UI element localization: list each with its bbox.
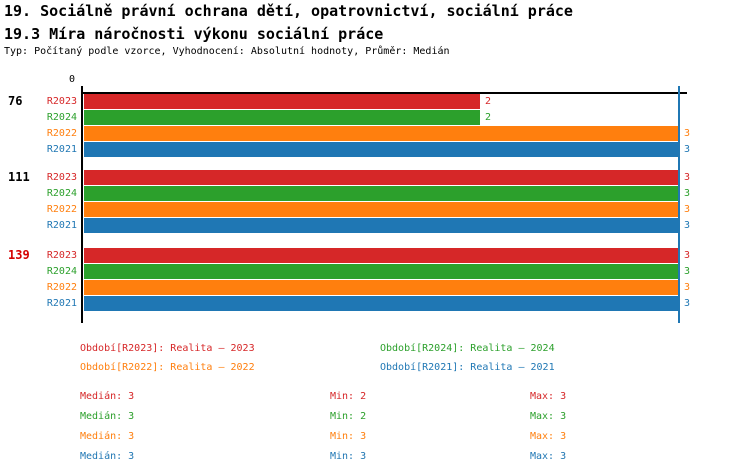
stat-median-R2023: Medián: 3 xyxy=(80,391,135,402)
stat-max-R2022: Max: 3 xyxy=(530,431,567,442)
series-label: R2021 xyxy=(46,298,77,309)
bar-R2023 xyxy=(84,170,679,185)
bar-value-label: 3 xyxy=(684,266,691,277)
stat-min-R2023: Min: 2 xyxy=(330,391,367,402)
series-label: R2022 xyxy=(46,282,77,293)
stat-max-R2024: Max: 3 xyxy=(530,411,567,422)
series-label: R2022 xyxy=(46,204,77,215)
stat-min-R2021: Min: 3 xyxy=(330,451,367,462)
bar-R2021 xyxy=(84,142,679,157)
bar-value-label: 2 xyxy=(485,96,492,107)
bar-value-label: 3 xyxy=(684,144,691,155)
bar-value-label: 3 xyxy=(684,204,691,215)
bar-R2022 xyxy=(84,280,679,295)
page-title: 19. Sociálně právní ochrana dětí, opatro… xyxy=(4,2,573,20)
bar-R2024 xyxy=(84,110,480,125)
bar-value-label: 3 xyxy=(684,128,691,139)
stat-max-R2021: Max: 3 xyxy=(530,451,567,462)
legend-item-R2022: Období[R2022]: Realita – 2022 xyxy=(80,362,255,373)
stat-max-R2023: Max: 3 xyxy=(530,391,567,402)
series-label: R2023 xyxy=(46,172,77,183)
bar-R2022 xyxy=(84,202,679,217)
bar-R2023 xyxy=(84,94,480,109)
chart-subtitle: Typ: Počítaný podle vzorce, Vyhodnocení:… xyxy=(4,46,450,57)
series-label: R2022 xyxy=(46,128,77,139)
series-label: R2023 xyxy=(46,250,77,261)
stat-min-R2022: Min: 3 xyxy=(330,431,367,442)
stat-median-R2024: Medián: 3 xyxy=(80,411,135,422)
stat-median-R2022: Medián: 3 xyxy=(80,431,135,442)
bar-value-label: 3 xyxy=(684,172,691,183)
bar-R2024 xyxy=(84,186,679,201)
legend-item-R2023: Období[R2023]: Realita – 2023 xyxy=(80,343,255,354)
series-label: R2021 xyxy=(46,220,77,231)
group-label: 111 xyxy=(8,170,30,184)
bar-value-label: 3 xyxy=(684,220,691,231)
series-label: R2024 xyxy=(46,266,77,277)
bar-R2024 xyxy=(84,264,679,279)
x-axis-line xyxy=(81,92,687,94)
legend-item-R2021: Období[R2021]: Realita – 2021 xyxy=(380,362,555,373)
series-label: R2021 xyxy=(46,144,77,155)
bar-value-label: 2 xyxy=(485,112,492,123)
stat-median-R2021: Medián: 3 xyxy=(80,451,135,462)
series-label: R2024 xyxy=(46,112,77,123)
bar-R2023 xyxy=(84,248,679,263)
legend-item-R2024: Období[R2024]: Realita – 2024 xyxy=(380,343,555,354)
bar-R2021 xyxy=(84,218,679,233)
group-label: 76 xyxy=(8,94,23,108)
series-label: R2023 xyxy=(46,96,77,107)
y-axis-line xyxy=(81,86,83,323)
bar-R2021 xyxy=(84,296,679,311)
bar-value-label: 3 xyxy=(684,250,691,261)
bar-value-label: 3 xyxy=(684,282,691,293)
stats-table: Medián: 3 Min: 2 Max: 3 Medián: 3 Min: 2 Max:… xyxy=(80,387,566,467)
bar-R2022 xyxy=(84,126,679,141)
bar-value-label: 3 xyxy=(684,298,691,309)
median-reference-line xyxy=(678,86,680,323)
chart-title: 19.3 Míra náročnosti výkonu sociální prá… xyxy=(4,25,384,43)
axis-zero-tick-label: 0 xyxy=(69,74,76,85)
bar-value-label: 3 xyxy=(684,188,691,199)
series-label: R2024 xyxy=(46,188,77,199)
legend: Období[R2023]: Realita – 2023 Období[R202… xyxy=(80,339,555,377)
group-label: 139 xyxy=(8,248,30,262)
stat-min-R2024: Min: 2 xyxy=(330,411,367,422)
